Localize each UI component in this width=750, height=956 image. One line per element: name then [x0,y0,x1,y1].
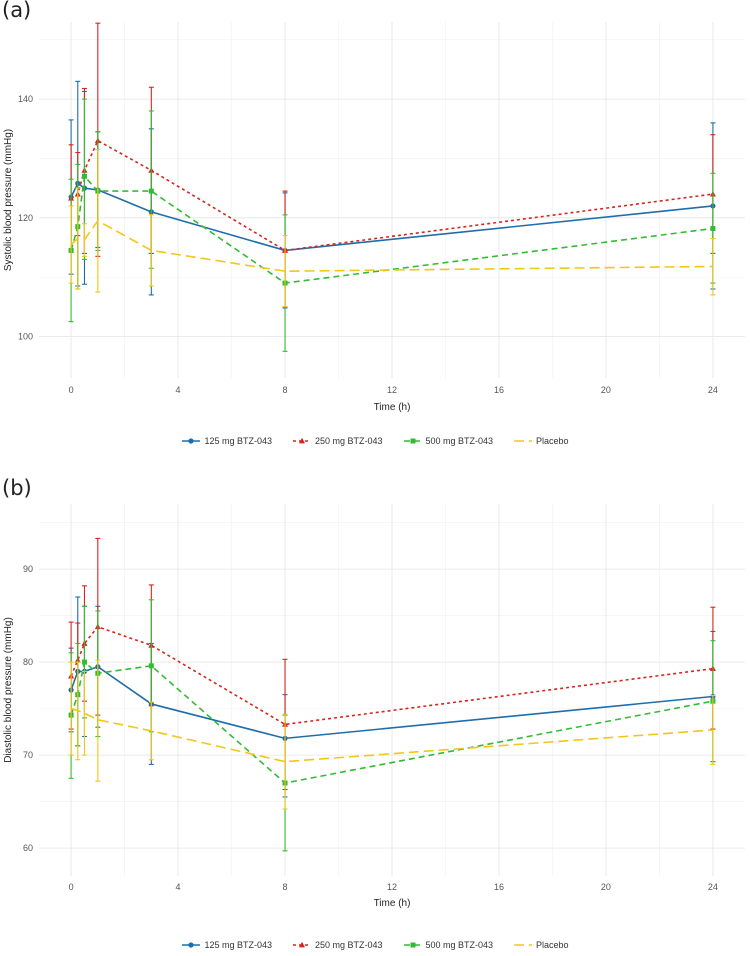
systolic-chart: 0 4 8 12 16 20 24 100 120 140 Time (h) Systolic blo… [3,22,745,413]
y-tick-label: 70 [23,750,33,760]
diastolic-chart: 0 4 8 12 16 20 24 60 70 80 90 Time (h) Diastolic blo… [3,504,745,909]
series-line [70,707,713,763]
x-axis-title: Time (h) [374,402,411,413]
x-tick-label: 8 [283,385,288,395]
legend-item: Placebo [513,940,569,950]
legend-marker [298,941,305,948]
legend-label: Placebo [536,940,569,950]
panel-label-a: (a) [2,0,32,22]
legend-label: 250 mg BTZ-043 [314,436,383,446]
data-point [81,173,87,179]
legend-label: 250 mg BTZ-043 [314,940,383,950]
y-tick-label: 120 [18,213,33,223]
legend-marker [410,942,415,948]
legend-swatch [292,437,311,444]
legend-label: Placebo [536,436,569,446]
legend-label: 500 mg BTZ-043 [425,436,494,446]
legend-swatch [403,942,422,948]
data-point [148,663,154,669]
legend-marker [188,438,195,444]
x-tick-label: 20 [601,385,611,395]
series-4 [68,659,716,810]
grid-lines [39,22,745,378]
x-tick-label: 4 [176,882,181,892]
data-point [148,188,154,194]
y-tick-label: 140 [18,94,33,104]
y-axis-title: Diastolic blood pressure (mmHg) [3,617,14,763]
legend-item: 500 mg BTZ-043 [403,940,494,950]
x-tick-label: 12 [387,385,397,395]
y-axis-title: Systolic blood pressure (mmHg) [3,129,14,271]
x-tick-label: 12 [387,882,397,892]
x-tick-label: 8 [283,882,288,892]
legend-marker [298,437,305,444]
x-tick-label: 24 [708,882,718,892]
legend-label: 125 mg BTZ-043 [204,436,272,446]
legend-item: 250 mg BTZ-043 [292,940,383,950]
legend-item: 250 mg BTZ-043 [292,436,383,446]
x-tick-label: 16 [494,882,504,892]
legend-a: 125 mg BTZ-043 250 mg BTZ-043 500 mg BTZ-0… [0,436,750,446]
series-4 [68,149,716,308]
panel-label-b: (b) [2,476,32,500]
legend-marker [188,942,195,948]
legend-swatch [514,944,533,946]
x-axis-title: Time (h) [374,898,411,909]
legend-swatch [292,941,311,948]
data-point [710,225,716,231]
y-tick-label: 100 [18,331,33,341]
legend-item: 125 mg BTZ-043 [181,940,272,950]
legend-item: Placebo [513,436,569,446]
chart-panel-b: 0 4 8 12 16 20 24 60 70 80 90 Time (h) Diastolic blo… [0,476,750,956]
series-line [70,219,713,273]
y-tick-label: 80 [23,657,33,667]
chart-panel-a: 0 4 8 12 16 20 24 100 120 140 Time (h) Systolic blo… [0,0,750,446]
legend-swatch [182,438,201,444]
legend-item: 500 mg BTZ-043 [403,436,494,446]
legend-item: 125 mg BTZ-043 [181,436,272,446]
x-tick-label: 4 [176,385,181,395]
y-tick-label: 60 [23,843,33,853]
y-tick-label: 90 [23,564,33,574]
x-tick-label: 24 [708,385,718,395]
legend-marker [410,438,415,444]
x-tick-label: 0 [69,385,74,395]
x-tick-label: 16 [494,385,504,395]
legend-label: 125 mg BTZ-043 [204,940,272,950]
legend-swatch [403,438,422,444]
legend-swatch [514,440,533,442]
grid-lines [39,504,745,876]
legend-b: 125 mg BTZ-043 250 mg BTZ-043 500 mg BTZ-0… [0,940,750,950]
x-tick-label: 0 [69,882,74,892]
x-tick-label: 20 [601,882,611,892]
legend-swatch [182,942,201,948]
data-point [81,659,87,665]
legend-label: 500 mg BTZ-043 [425,940,494,950]
